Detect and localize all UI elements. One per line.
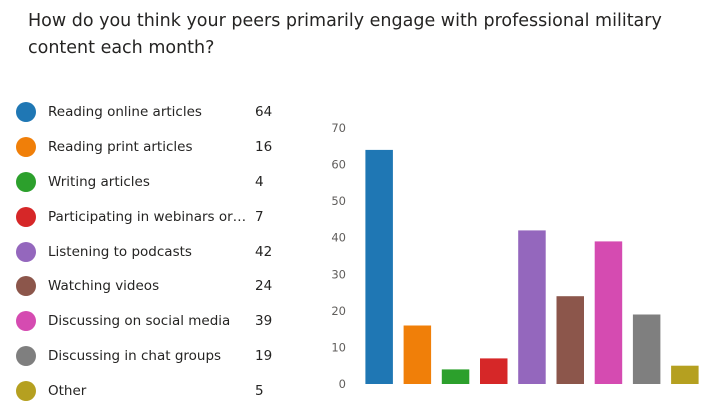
- legend-value: 19: [255, 347, 273, 364]
- legend-value: 4: [255, 173, 264, 190]
- legend-item[interactable]: Other 5: [14, 373, 284, 408]
- bar[interactable]: [632, 314, 661, 385]
- legend-item[interactable]: Listening to podcasts 42: [14, 234, 284, 269]
- bar[interactable]: [518, 230, 546, 384]
- legend-color-dot: [16, 241, 36, 262]
- legend-label: Reading online articles: [48, 104, 202, 121]
- legend-color-dot: [16, 102, 36, 123]
- legend-value: 24: [255, 278, 273, 295]
- legend-color-dot: [16, 276, 36, 297]
- legend-color-dot: [16, 380, 36, 401]
- legend-item[interactable]: Watching videos 24: [14, 269, 284, 304]
- legend-value: 7: [255, 208, 264, 225]
- legend-item[interactable]: Discussing in chat groups 19: [14, 339, 284, 374]
- legend-value: 16: [255, 139, 273, 156]
- y-tick-label: 0: [339, 377, 346, 391]
- legend-color-dot: [16, 171, 36, 192]
- legend-value: 64: [255, 104, 273, 121]
- legend-label: Discussing in chat groups: [48, 347, 222, 364]
- y-tick-label: 50: [331, 194, 346, 208]
- y-tick-label: 70: [331, 121, 346, 135]
- legend-item[interactable]: Participating in webinars or onli... 7: [14, 199, 284, 234]
- y-tick-label: 40: [331, 231, 346, 245]
- legend-label: Writing articles: [48, 173, 150, 190]
- legend-label: Listening to podcasts: [48, 243, 192, 260]
- legend-item[interactable]: Reading print articles 16: [14, 130, 284, 165]
- bar[interactable]: [403, 325, 432, 385]
- y-tick-label: 10: [331, 340, 346, 354]
- legend-label: Other: [48, 382, 87, 399]
- legend-value: 5: [255, 382, 264, 399]
- bar[interactable]: [594, 241, 623, 384]
- legend-item[interactable]: Reading online articles 64: [14, 95, 284, 130]
- bar[interactable]: [365, 149, 393, 384]
- legend-color-dot: [16, 345, 36, 366]
- legend-color-dot: [16, 206, 36, 227]
- y-tick-label: 20: [331, 304, 346, 318]
- bar[interactable]: [671, 365, 699, 384]
- bar[interactable]: [556, 296, 585, 384]
- legend-color-dot: [16, 311, 36, 332]
- y-tick-label: 60: [331, 158, 346, 172]
- legend-value: 39: [255, 313, 273, 330]
- bar[interactable]: [441, 369, 470, 384]
- legend-label: Discussing on social media: [48, 313, 231, 330]
- bar-chart: 0 10 20 30 40 50 60 70: [331, 121, 699, 391]
- legend-item[interactable]: Writing articles 4: [14, 165, 284, 200]
- legend-color-dot: [16, 137, 36, 158]
- bar[interactable]: [480, 358, 508, 384]
- legend: Reading online articles 64 Reading print a…: [14, 95, 284, 408]
- legend-label: Participating in webinars or onli...: [48, 208, 248, 225]
- question-title: How do you think your peers primarily en…: [28, 11, 662, 58]
- y-tick-label: 30: [331, 267, 346, 281]
- legend-label: Watching videos: [48, 278, 160, 295]
- legend-value: 42: [255, 243, 273, 260]
- legend-label: Reading print articles: [48, 139, 193, 156]
- legend-item[interactable]: Discussing on social media 39: [14, 304, 284, 339]
